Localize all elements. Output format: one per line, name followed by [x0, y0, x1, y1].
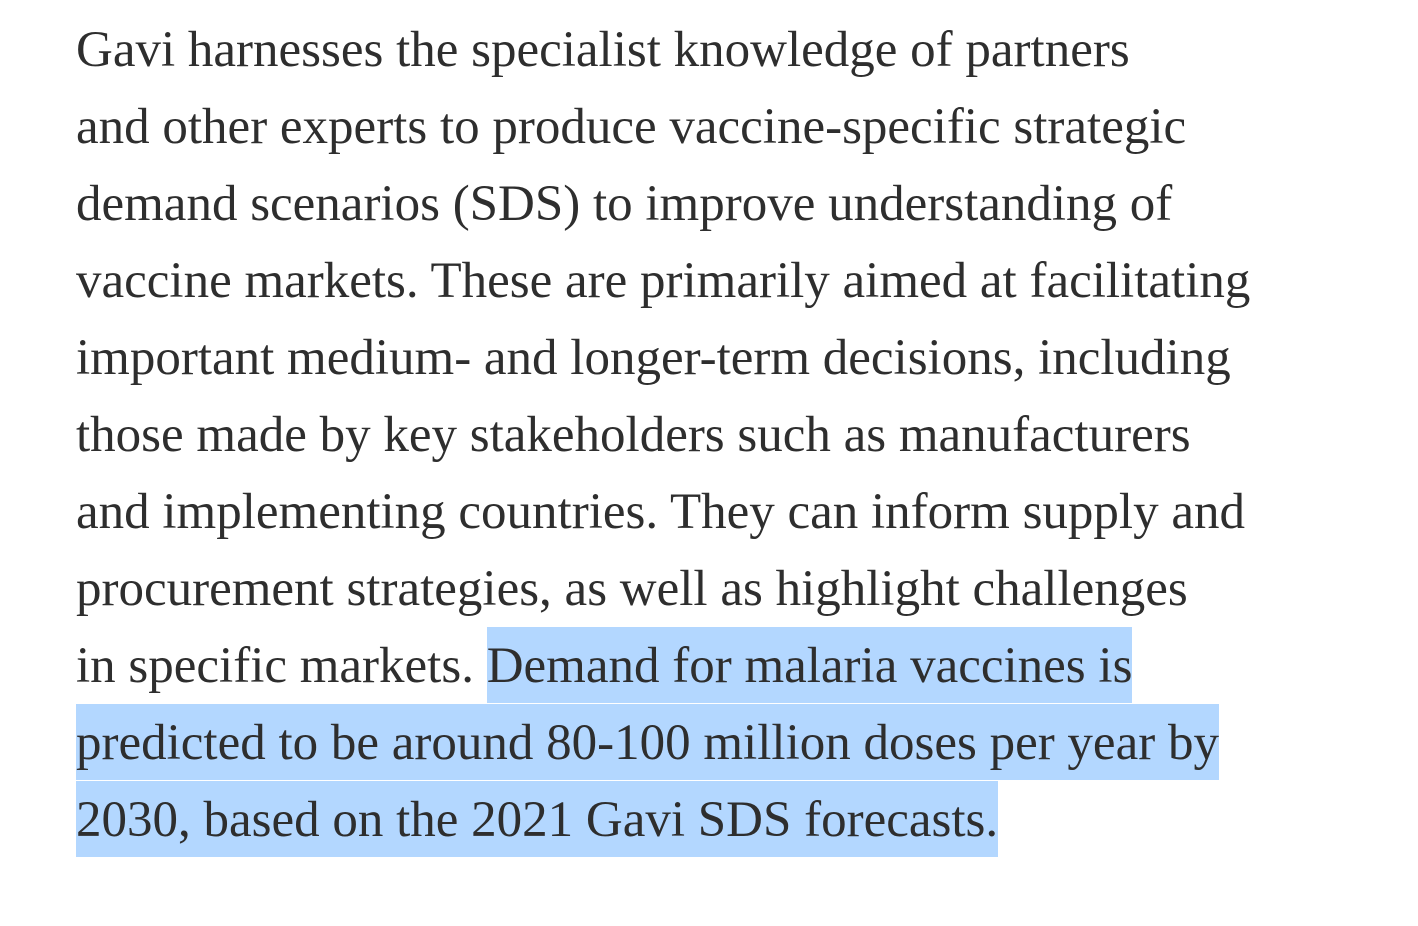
text[interactable]: important medium- and longer-term decisi…: [76, 330, 1231, 386]
text[interactable]: Gavi harnesses the specialist knowledge …: [76, 22, 1130, 78]
text[interactable]: vaccine markets. These are primarily aim…: [76, 253, 1251, 309]
text-line: Gavi harnesses the specialist knowledge …: [76, 12, 1250, 89]
text-line: those made by key stakeholders such as m…: [76, 397, 1250, 474]
paragraph: Gavi harnesses the specialist knowledge …: [76, 12, 1250, 859]
selected-text[interactable]: Demand for malaria vaccines is: [486, 627, 1133, 703]
text-line: predicted to be around 80-100 million do…: [76, 704, 1250, 782]
text[interactable]: and implementing countries. They can inf…: [76, 484, 1245, 540]
text[interactable]: and other experts to produce vaccine-spe…: [76, 99, 1187, 155]
text[interactable]: demand scenarios (SDS) to improve unders…: [76, 176, 1173, 232]
text-line: procurement strategies, as well as highl…: [76, 551, 1250, 628]
text-line: and implementing countries. They can inf…: [76, 474, 1250, 551]
text-line: important medium- and longer-term decisi…: [76, 320, 1250, 397]
text-line: demand scenarios (SDS) to improve unders…: [76, 166, 1250, 243]
text-line: in specific markets. Demand for malaria …: [76, 627, 1250, 705]
text[interactable]: in specific markets.: [76, 638, 487, 694]
selected-text[interactable]: 2030, based on the 2021 Gavi SDS forecas…: [76, 781, 999, 857]
text-line: and other experts to produce vaccine-spe…: [76, 89, 1250, 166]
selected-text[interactable]: predicted to be around 80-100 million do…: [76, 704, 1219, 780]
text-line: 2030, based on the 2021 Gavi SDS forecas…: [76, 781, 1250, 859]
text-line: vaccine markets. These are primarily aim…: [76, 243, 1250, 320]
text[interactable]: procurement strategies, as well as highl…: [76, 561, 1188, 617]
text[interactable]: those made by key stakeholders such as m…: [76, 407, 1191, 463]
